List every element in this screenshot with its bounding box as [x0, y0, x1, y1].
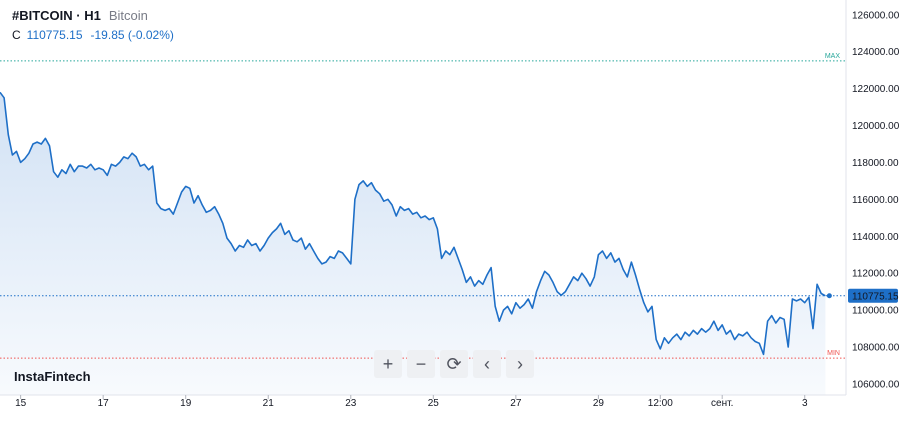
- close-value: 110775.15: [26, 28, 83, 42]
- zoom-in-button[interactable]: +: [374, 350, 402, 378]
- current-price-badge: [848, 288, 898, 303]
- x-tick-label: 3: [802, 398, 808, 409]
- max-label: MAX: [825, 53, 841, 60]
- y-tick-label: 112000.00: [852, 269, 899, 280]
- x-tick-label: 23: [345, 398, 357, 409]
- y-tick-label: 118000.00: [852, 158, 899, 169]
- zoom-out-button[interactable]: −: [407, 350, 435, 378]
- change-value: -19.85 (-0.02%): [90, 28, 174, 42]
- x-tick-label: 19: [180, 398, 192, 409]
- x-tick-label: 17: [98, 398, 110, 409]
- x-tick-label: 29: [593, 398, 605, 409]
- x-tick-label: 15: [15, 398, 27, 409]
- chart-header: #BITCOIN · H1 Bitcoin: [12, 8, 148, 23]
- chevron-right-icon: ›: [517, 354, 523, 374]
- reset-icon: ⟳: [446, 354, 462, 374]
- y-tick-label: 114000.00: [852, 232, 899, 243]
- y-tick-label: 122000.00: [852, 84, 900, 95]
- x-tick-label: 25: [428, 398, 440, 409]
- y-tick-label: 120000.00: [852, 121, 900, 132]
- instrument-name: Bitcoin: [108, 8, 148, 23]
- x-tick-label: 27: [510, 398, 522, 409]
- y-tick-label: 106000.00: [852, 379, 900, 390]
- chevron-left-icon: ‹: [484, 354, 490, 374]
- x-tick-label: сент.: [711, 398, 733, 409]
- chart-controls: + − ⟳ ‹ ›: [374, 350, 534, 378]
- price-line: [0, 91, 826, 356]
- min-label: MIN: [827, 350, 840, 357]
- time-axis: 15 17 19 21 23 25 27 29 12:00 сент. 3: [15, 395, 808, 409]
- reset-button[interactable]: ⟳: [440, 350, 468, 378]
- y-tick-label: 108000.00: [852, 343, 900, 354]
- brand-logo: InstaFintech: [14, 369, 91, 384]
- x-tick-label: 21: [263, 398, 275, 409]
- y-tick-label: 110000.00: [852, 306, 899, 317]
- ohlc-readout: C 110775.15 -19.85 (-0.02%): [12, 28, 174, 42]
- scroll-left-button[interactable]: ‹: [473, 350, 501, 378]
- y-tick-label: 126000.00: [852, 10, 900, 21]
- price-area-fill: [0, 92, 826, 396]
- price-axis: 126000.00 124000.00 122000.00 120000.00 1180…: [852, 10, 900, 390]
- symbol-label: #BITCOIN · H1: [12, 8, 101, 23]
- close-label: C: [12, 28, 21, 42]
- last-price-dot: [826, 293, 832, 299]
- y-tick-label: 116000.00: [852, 195, 899, 206]
- scroll-right-button[interactable]: ›: [506, 350, 534, 378]
- y-tick-label: 124000.00: [852, 47, 900, 58]
- current-price-label: 110775.15: [852, 291, 899, 302]
- x-tick-label: 12:00: [648, 398, 673, 409]
- minus-icon: −: [415, 354, 427, 374]
- plus-icon: +: [382, 354, 394, 374]
